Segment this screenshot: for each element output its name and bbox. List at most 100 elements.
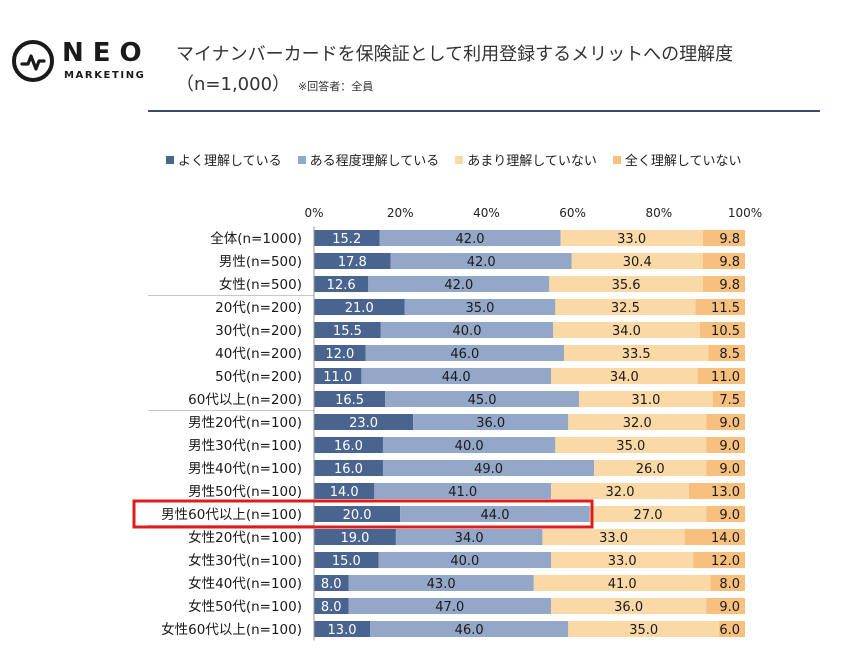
category-label: 50代(n=200) — [215, 369, 302, 385]
legend-label-2: ある程度理解している — [309, 154, 440, 169]
bar-segment — [549, 276, 703, 292]
data-label: 42.0 — [456, 232, 485, 247]
x-tick-label: 0% — [304, 206, 323, 220]
bar-segment — [553, 322, 700, 338]
category-label: 40代(n=200) — [215, 346, 302, 362]
category-label: 男性40代(n=100) — [188, 461, 302, 477]
bar-segment — [706, 598, 745, 614]
bar-segment — [571, 253, 703, 269]
data-label: 8.0 — [719, 577, 740, 592]
bar-segment — [314, 391, 386, 407]
bar-segment — [361, 368, 552, 384]
data-label: 42.0 — [444, 278, 473, 293]
bar-segment — [368, 276, 550, 292]
data-label: 14.0 — [330, 485, 359, 500]
category-label: 女性50代(n=100) — [188, 598, 302, 615]
data-label: 12.0 — [711, 554, 740, 569]
bar-segment — [390, 253, 572, 269]
bar-segment — [314, 276, 369, 292]
bar-segment — [533, 575, 711, 591]
bar-segment — [702, 230, 745, 246]
bar-segment — [712, 391, 745, 407]
category-label: 20代(n=200) — [215, 300, 302, 316]
bar-segment — [706, 460, 745, 476]
data-label: 19.0 — [340, 531, 369, 546]
category-label: 女性(n=500) — [219, 276, 302, 293]
data-label: 33.0 — [608, 554, 637, 569]
bar-segment — [314, 460, 383, 476]
bar-segment — [314, 598, 349, 614]
bar-segment — [380, 322, 554, 338]
bar-segment — [699, 322, 745, 338]
data-label: 12.0 — [325, 347, 354, 362]
data-label: 23.0 — [349, 416, 378, 431]
bar-segment — [706, 437, 745, 453]
category-label: 女性30代(n=100) — [188, 552, 302, 569]
data-label: 32.0 — [623, 416, 652, 431]
data-label: 32.0 — [606, 485, 635, 500]
data-label: 33.5 — [622, 347, 651, 362]
data-label: 11.5 — [711, 301, 740, 316]
bar-segment — [551, 552, 694, 568]
bar-segment — [365, 345, 564, 361]
bar-segment — [314, 322, 381, 338]
category-label: 30代(n=200) — [215, 323, 302, 339]
category-label: 男性50代(n=100) — [188, 484, 302, 500]
legend-swatch-2 — [297, 155, 306, 164]
category-label: 60代以上(n=200) — [188, 392, 302, 408]
data-label: 30.4 — [623, 255, 652, 270]
legend-label-1: よく理解している — [178, 154, 282, 169]
bar-segment — [314, 253, 391, 269]
bar-segment — [314, 621, 371, 637]
data-label: 36.0 — [476, 416, 505, 431]
data-label: 16.0 — [334, 439, 363, 454]
bar-segment — [695, 299, 745, 315]
data-label: 9.0 — [719, 508, 740, 523]
data-label: 41.0 — [448, 485, 477, 500]
chart-subtitle: （n=1,000） ※回答者：全員 — [176, 70, 373, 96]
data-label: 9.0 — [719, 439, 740, 454]
data-label: 8.0 — [321, 577, 342, 592]
data-label: 33.0 — [617, 232, 646, 247]
data-label: 14.0 — [711, 531, 740, 546]
data-label: 6.0 — [719, 623, 740, 638]
bar-segment — [589, 506, 707, 522]
category-label: 女性20代(n=100) — [188, 529, 302, 546]
legend-swatch-1 — [166, 155, 174, 164]
bar-segment — [348, 598, 552, 614]
data-label: 32.5 — [611, 301, 640, 316]
bar-segment — [314, 506, 401, 522]
chart-title: マイナンバーカードを保険証として利用登録するメリットへの理解度 — [176, 44, 734, 65]
data-label: 9.8 — [719, 232, 740, 247]
data-label: 8.0 — [321, 600, 342, 615]
legend-label-4: 全く理解していない — [624, 154, 742, 169]
bar-segment — [688, 483, 745, 499]
category-label: 男性(n=500) — [219, 254, 302, 270]
respondent-note: ※回答者：全員 — [298, 80, 374, 93]
bar-segment — [374, 483, 552, 499]
bar-segment — [395, 529, 543, 545]
bar-segment — [568, 414, 707, 430]
bar-segment — [314, 368, 362, 384]
data-label: 43.0 — [427, 577, 456, 592]
data-label: 13.0 — [711, 485, 740, 500]
bar-segment — [697, 368, 745, 384]
bar-segment — [378, 552, 552, 568]
data-label: 46.0 — [450, 347, 479, 362]
bar-segment — [314, 437, 383, 453]
data-label: 40.0 — [453, 324, 482, 339]
bar-segment — [702, 276, 745, 292]
x-tick-label: 60% — [559, 206, 586, 220]
sample-size: （n=1,000） — [176, 74, 291, 95]
x-tick-label: 40% — [473, 206, 500, 220]
category-label: 男性30代(n=100) — [188, 438, 302, 454]
data-label: 16.0 — [334, 462, 363, 477]
bar-segment — [314, 230, 380, 246]
data-label: 11.0 — [711, 370, 740, 385]
bar-segment — [348, 575, 534, 591]
category-label: 全体(n=1000) — [210, 230, 302, 247]
data-label: 15.2 — [332, 232, 361, 247]
bar-segment — [706, 414, 745, 430]
data-label: 9.8 — [719, 255, 740, 270]
